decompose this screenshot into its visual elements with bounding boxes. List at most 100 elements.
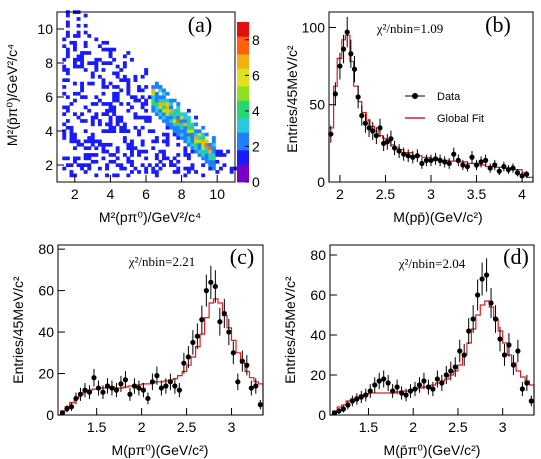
heatmap-cell <box>197 142 202 147</box>
heatmap-cell <box>176 136 181 140</box>
heatmap-cell <box>190 129 195 133</box>
heatmap-cell <box>147 115 152 120</box>
heatmap-cell <box>186 139 191 144</box>
panel-d-ylabel: Entries/45MeV/c² <box>282 276 298 384</box>
heatmap-cell <box>162 132 166 137</box>
data-point <box>506 342 512 348</box>
y-tick-label: 40 <box>38 324 54 340</box>
heatmap-cell <box>201 146 206 150</box>
panel-d-pbarpi0-mass: 1.5 2 2.5 3 0 20 40 60 80 (d) χ²/nbin=2.04 M(p̄π… <box>282 244 535 458</box>
colorbar-segment <box>237 135 249 140</box>
heatmap-cell <box>62 91 67 96</box>
heatmap-cell <box>83 44 88 48</box>
heatmap-cell <box>62 112 67 116</box>
data-point <box>524 380 530 386</box>
heatmap-cell <box>158 166 163 171</box>
heatmap-cell <box>179 129 184 133</box>
y-tick-label: 8 <box>45 55 53 71</box>
data-point <box>355 94 361 100</box>
heatmap-cell <box>122 54 127 59</box>
heatmap-cell <box>183 119 188 123</box>
heatmap-cell <box>226 149 230 154</box>
heatmap-cell <box>140 115 145 120</box>
heatmap-cell <box>115 74 120 79</box>
heatmap-cell <box>133 112 138 116</box>
heatmap-cell <box>186 136 191 140</box>
data-point <box>257 402 263 408</box>
heatmap-cell <box>219 166 223 171</box>
heatmap-cell <box>112 108 117 113</box>
heatmap-cell <box>94 139 99 144</box>
heatmap-cell <box>162 91 166 96</box>
heatmap-cell <box>105 173 109 178</box>
heatmap-cell <box>186 119 191 123</box>
data-point <box>492 316 499 322</box>
colorbar-tick-label: 4 <box>252 103 260 119</box>
heatmap-cell <box>165 108 170 113</box>
colorbar-segment <box>237 68 249 73</box>
heatmap-cell <box>87 156 92 161</box>
colorbar-segment <box>237 32 249 37</box>
heatmap-cell <box>133 125 138 130</box>
data-point <box>367 388 373 394</box>
heatmap-cell <box>83 119 88 123</box>
heatmap-cell <box>76 54 81 59</box>
heatmap-cell <box>154 156 159 161</box>
heatmap-cell <box>162 139 166 144</box>
heatmap-cell <box>154 173 159 178</box>
heatmap-cell <box>133 74 138 79</box>
heatmap-cell <box>154 102 159 106</box>
heatmap-cell <box>101 146 106 150</box>
heatmap-cell <box>165 125 170 130</box>
heatmap-cell <box>73 139 77 144</box>
heatmap-cell <box>194 139 198 144</box>
y-tick-label: 6 <box>45 89 53 105</box>
heatmap-cell <box>176 166 181 171</box>
data-point <box>176 387 182 393</box>
data-point <box>363 392 369 398</box>
data-point <box>514 170 521 176</box>
heatmap-cell <box>105 112 109 116</box>
data-point <box>244 362 250 368</box>
heatmap-cell <box>65 95 70 99</box>
heatmap-cell <box>137 170 141 174</box>
heatmap-cell <box>112 173 117 178</box>
heatmap-cell <box>80 112 84 116</box>
heatmap-cell <box>105 61 109 65</box>
data-point <box>469 154 475 160</box>
data-point <box>345 402 351 408</box>
heatmap-cell <box>126 51 131 55</box>
heatmap-cell <box>119 129 124 133</box>
heatmap-cell <box>76 17 81 21</box>
heatmap-cell <box>162 108 166 113</box>
panel-a-dalitz-plot: 2 4 6 8 10 2 4 6 8 10 (a) M²(pπ⁰)/GeV²/c⁴ M²(p̄π⁰… <box>4 10 260 225</box>
heatmap-cell <box>183 146 188 150</box>
y-tick-label: 0 <box>318 407 326 423</box>
heatmap-cell <box>97 57 102 62</box>
x-tick-label: 8 <box>178 186 186 202</box>
heatmap-cell <box>65 119 70 123</box>
data-point <box>439 380 445 386</box>
heatmap-cell <box>197 146 202 150</box>
heatmap-cell <box>122 129 127 133</box>
color-scale-bar: 0 2 4 6 8 <box>237 22 260 190</box>
heatmap-cell <box>194 170 198 174</box>
heatmap-cell <box>140 74 145 79</box>
heatmap-cell <box>130 95 134 99</box>
heatmap-cell <box>172 132 177 137</box>
x-tick-label: 4 <box>107 186 115 202</box>
heatmap-cell <box>87 153 92 157</box>
heatmap-cell <box>105 122 109 127</box>
colorbar-segment <box>237 54 249 58</box>
panel-d-label: (d) <box>503 244 529 269</box>
heatmap-cell <box>108 61 113 65</box>
colorbar-segment <box>237 25 249 30</box>
heatmap-cell <box>80 142 84 147</box>
data-point <box>430 386 436 392</box>
colorbar-tick-label: 2 <box>252 138 260 154</box>
heatmap-cell <box>137 85 141 89</box>
heatmap-cell <box>215 149 220 154</box>
heatmap-cell <box>108 51 113 55</box>
data-point <box>396 148 402 154</box>
x-tick-label: 1.5 <box>87 419 107 435</box>
